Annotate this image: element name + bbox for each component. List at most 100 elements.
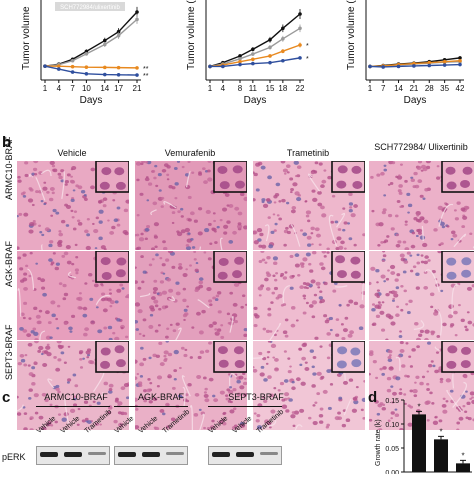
nucleus [308,304,314,308]
nucleus [349,330,355,335]
nucleus [157,324,161,327]
nucleus [232,230,237,235]
tissue-strand [438,203,454,227]
nucleus [427,341,432,345]
nucleus [445,400,449,403]
inset-nucleus [445,166,456,175]
nucleus [135,233,140,237]
nucleus [88,360,94,364]
nucleus [289,286,294,290]
tissue-strand [185,170,191,188]
nucleus [268,244,274,249]
nucleus [422,242,428,248]
nucleus [426,370,430,373]
nucleus [175,322,180,326]
nucleus [385,292,390,297]
nucleus [290,209,296,214]
nucleus [399,349,405,353]
nucleus [49,403,53,406]
nucleus [223,231,228,235]
nucleus [60,219,66,224]
nucleus [341,423,347,428]
nucleus [85,245,92,250]
nucleus [422,197,426,200]
nucleus [305,282,311,287]
nucleus [202,167,206,171]
nucleus [281,398,286,402]
nucleus [265,329,271,334]
nucleus [299,229,304,232]
nucleus [215,294,220,298]
nucleus [415,234,419,238]
nucleus [108,390,113,394]
nucleus [42,186,48,191]
nucleus [391,161,396,165]
nucleus [135,319,139,324]
nucleus [471,284,474,288]
histology-image [370,161,474,250]
nucleus [430,330,435,334]
nucleus [173,349,179,355]
x-tick-label: 42 [456,84,465,93]
nucleus [34,341,39,344]
nucleus [216,225,220,229]
nucleus [388,290,393,294]
column-label-vehicle: Vehicle [57,148,87,158]
nucleus [69,330,73,333]
nucleus [229,386,233,389]
nucleus [106,297,112,302]
nucleus [285,409,290,413]
nucleus [135,280,138,284]
nucleus [420,254,424,257]
nucleus [62,283,67,288]
data-point [251,52,255,56]
nucleus [406,251,411,255]
nucleus [236,379,241,384]
nucleus [159,280,165,284]
nucleus [87,348,92,352]
nucleus [283,350,287,353]
inset-nucleus [234,359,245,368]
tissue-strand [139,292,151,298]
tissue-strand [93,371,105,392]
nucleus [291,274,295,278]
data-point [281,37,285,41]
nucleus [404,220,408,223]
nucleus [69,179,75,184]
nucleus [170,417,176,422]
nucleus [260,365,265,369]
nucleus [48,197,54,202]
blot-band [166,452,184,455]
nucleus [101,292,106,296]
bar [456,463,470,472]
tissue-strand [199,246,202,250]
nucleus [376,289,380,292]
nucleus [125,396,129,400]
nucleus [394,278,399,282]
nucleus [194,268,199,273]
significance-marker: * [417,402,420,411]
nucleus [441,403,447,408]
nucleus [143,389,147,393]
bar [434,439,448,472]
nucleus [123,208,129,213]
nucleus [278,217,282,221]
nucleus [327,175,332,180]
nucleus [318,420,324,424]
nucleus [141,280,145,284]
nucleus [413,394,418,398]
nucleus [171,221,175,225]
nucleus [269,330,273,333]
nucleus [117,411,122,415]
nucleus [90,320,96,325]
nucleus [340,323,344,326]
nucleus [423,260,429,265]
nucleus [232,388,237,392]
inset-nucleus [460,360,471,369]
nucleus [33,306,38,311]
nucleus [207,257,212,261]
nucleus [267,307,272,311]
nucleus [290,323,296,328]
nucleus [126,294,129,299]
inset-magnified [95,341,129,373]
